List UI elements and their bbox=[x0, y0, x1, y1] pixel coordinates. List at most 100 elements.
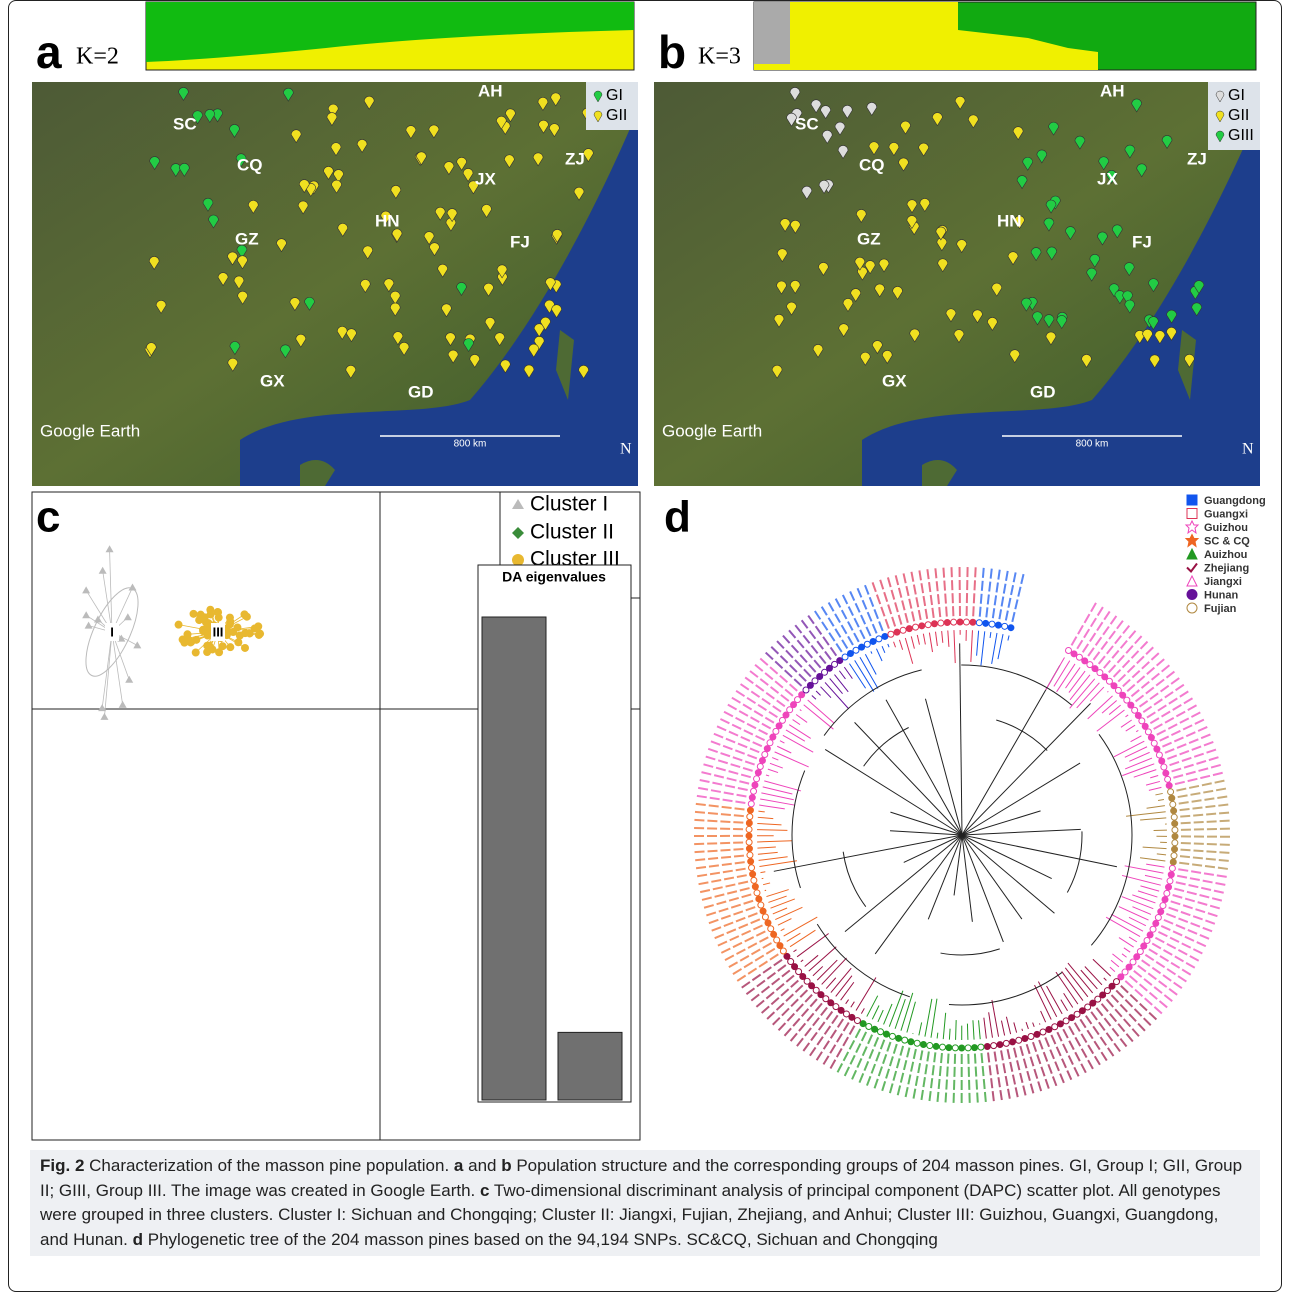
tree-branch bbox=[962, 835, 1117, 867]
leaf-marker bbox=[757, 764, 763, 770]
leaf-label bbox=[1173, 895, 1222, 909]
tree-branch bbox=[1126, 812, 1166, 817]
leaf-marker bbox=[933, 1043, 939, 1049]
leaf-marker bbox=[1066, 648, 1072, 654]
panel-d: d GuangdongGuangxiGuizhouSC & CQAuizhouZ… bbox=[664, 493, 1266, 1105]
caption-text: Phylogenetic tree of the 204 masson pine… bbox=[143, 1230, 938, 1249]
leaf-label bbox=[695, 869, 745, 877]
leaf-marker bbox=[872, 1026, 878, 1032]
cluster-point bbox=[190, 610, 198, 618]
leaf-marker bbox=[1167, 878, 1173, 884]
leaf-label bbox=[1107, 999, 1141, 1037]
leaf-label bbox=[1020, 1046, 1034, 1095]
leaf-marker bbox=[889, 1033, 895, 1039]
leaf-marker bbox=[1069, 1015, 1075, 1021]
leaf-marker bbox=[1144, 938, 1150, 944]
leaf-marker bbox=[883, 1031, 889, 1037]
tree-branch bbox=[817, 960, 837, 980]
leaf-label bbox=[692, 820, 743, 823]
leaf-label bbox=[951, 565, 953, 616]
leaf-label bbox=[693, 856, 744, 861]
caption-text: Fig. 2 bbox=[40, 1156, 84, 1175]
tree-branch bbox=[1122, 897, 1154, 909]
panel-label: c bbox=[36, 493, 60, 542]
leaf-label bbox=[702, 894, 751, 908]
leaf-label bbox=[770, 645, 806, 681]
legend-label: Jiangxi bbox=[1204, 576, 1242, 588]
tree-branch bbox=[917, 635, 919, 645]
leaf-marker bbox=[754, 890, 760, 896]
leaf-label bbox=[988, 1052, 994, 1103]
tree-branch bbox=[1158, 799, 1164, 800]
tree-branch bbox=[820, 687, 831, 698]
tree-branch bbox=[936, 632, 938, 646]
tree-branch bbox=[919, 1022, 922, 1035]
cluster-point bbox=[203, 642, 211, 650]
leaf-marker bbox=[1172, 846, 1178, 852]
legend-marker bbox=[1186, 521, 1198, 533]
leaf-label bbox=[782, 634, 816, 672]
tree-branch bbox=[757, 823, 781, 824]
tree-branch bbox=[770, 763, 783, 768]
tree-branch bbox=[1136, 730, 1138, 731]
tree-branch bbox=[962, 835, 1052, 879]
leaf-marker bbox=[746, 839, 752, 845]
leaf-label bbox=[702, 764, 751, 777]
leaf-marker bbox=[1171, 853, 1177, 859]
leaf-marker bbox=[957, 619, 963, 625]
leaf-marker bbox=[748, 801, 754, 807]
tree-branch bbox=[1026, 1022, 1028, 1029]
leaf-label bbox=[973, 565, 976, 616]
region-label: CQ bbox=[237, 155, 263, 174]
tree-branch bbox=[775, 752, 809, 767]
leaf-marker bbox=[1153, 920, 1159, 926]
tree-branch bbox=[1125, 715, 1128, 717]
leaf-marker bbox=[751, 877, 757, 883]
leaf-label bbox=[887, 576, 901, 625]
leaf-label bbox=[1179, 863, 1230, 869]
tree-branch bbox=[992, 633, 997, 664]
leaf-marker bbox=[919, 623, 925, 629]
region-label: JX bbox=[1097, 169, 1118, 188]
tree-branch bbox=[768, 896, 786, 902]
legend-label: SC & CQ bbox=[1204, 535, 1250, 547]
tree-branch bbox=[845, 835, 962, 932]
leaf-label bbox=[1102, 1004, 1135, 1043]
leaf-label bbox=[1181, 850, 1232, 853]
leaf-marker bbox=[1076, 654, 1082, 660]
leaf-marker bbox=[847, 651, 853, 657]
k-label: K=3 bbox=[698, 44, 741, 70]
leaf-marker bbox=[876, 636, 882, 642]
leaf-marker bbox=[749, 865, 755, 871]
leaf-marker bbox=[1163, 770, 1169, 776]
leaf-label bbox=[766, 985, 803, 1020]
leaf-marker bbox=[774, 937, 780, 943]
leaf-marker bbox=[1137, 948, 1143, 954]
tree-branch bbox=[766, 775, 769, 776]
leaf-marker bbox=[1135, 713, 1141, 719]
region-label: FJ bbox=[1132, 232, 1152, 251]
tree-branch bbox=[895, 999, 905, 1029]
tree-branch bbox=[979, 1020, 981, 1039]
tree-branch bbox=[1131, 736, 1142, 742]
leaf-marker bbox=[965, 1045, 971, 1051]
tree-branch bbox=[990, 632, 991, 638]
leaf-marker bbox=[776, 723, 782, 729]
leaf-label bbox=[1111, 995, 1146, 1032]
leaf-marker bbox=[983, 620, 989, 626]
leaf-label bbox=[921, 1051, 929, 1101]
tree-branch bbox=[981, 631, 985, 665]
leaf-label bbox=[1027, 1044, 1042, 1093]
tree-branch bbox=[1006, 1017, 1010, 1034]
leaf-marker bbox=[1002, 623, 1008, 629]
leaf-marker bbox=[1166, 884, 1172, 890]
structure-bar bbox=[754, 2, 790, 64]
caption-text: and bbox=[463, 1156, 501, 1175]
leaf-label bbox=[788, 629, 821, 668]
tree-branch bbox=[812, 695, 816, 699]
tree-branch bbox=[1102, 700, 1117, 713]
leaf-marker bbox=[853, 647, 859, 653]
legend-label: Cluster I bbox=[530, 493, 608, 516]
tree-branch bbox=[882, 646, 885, 653]
tree-branch bbox=[956, 1020, 957, 1040]
